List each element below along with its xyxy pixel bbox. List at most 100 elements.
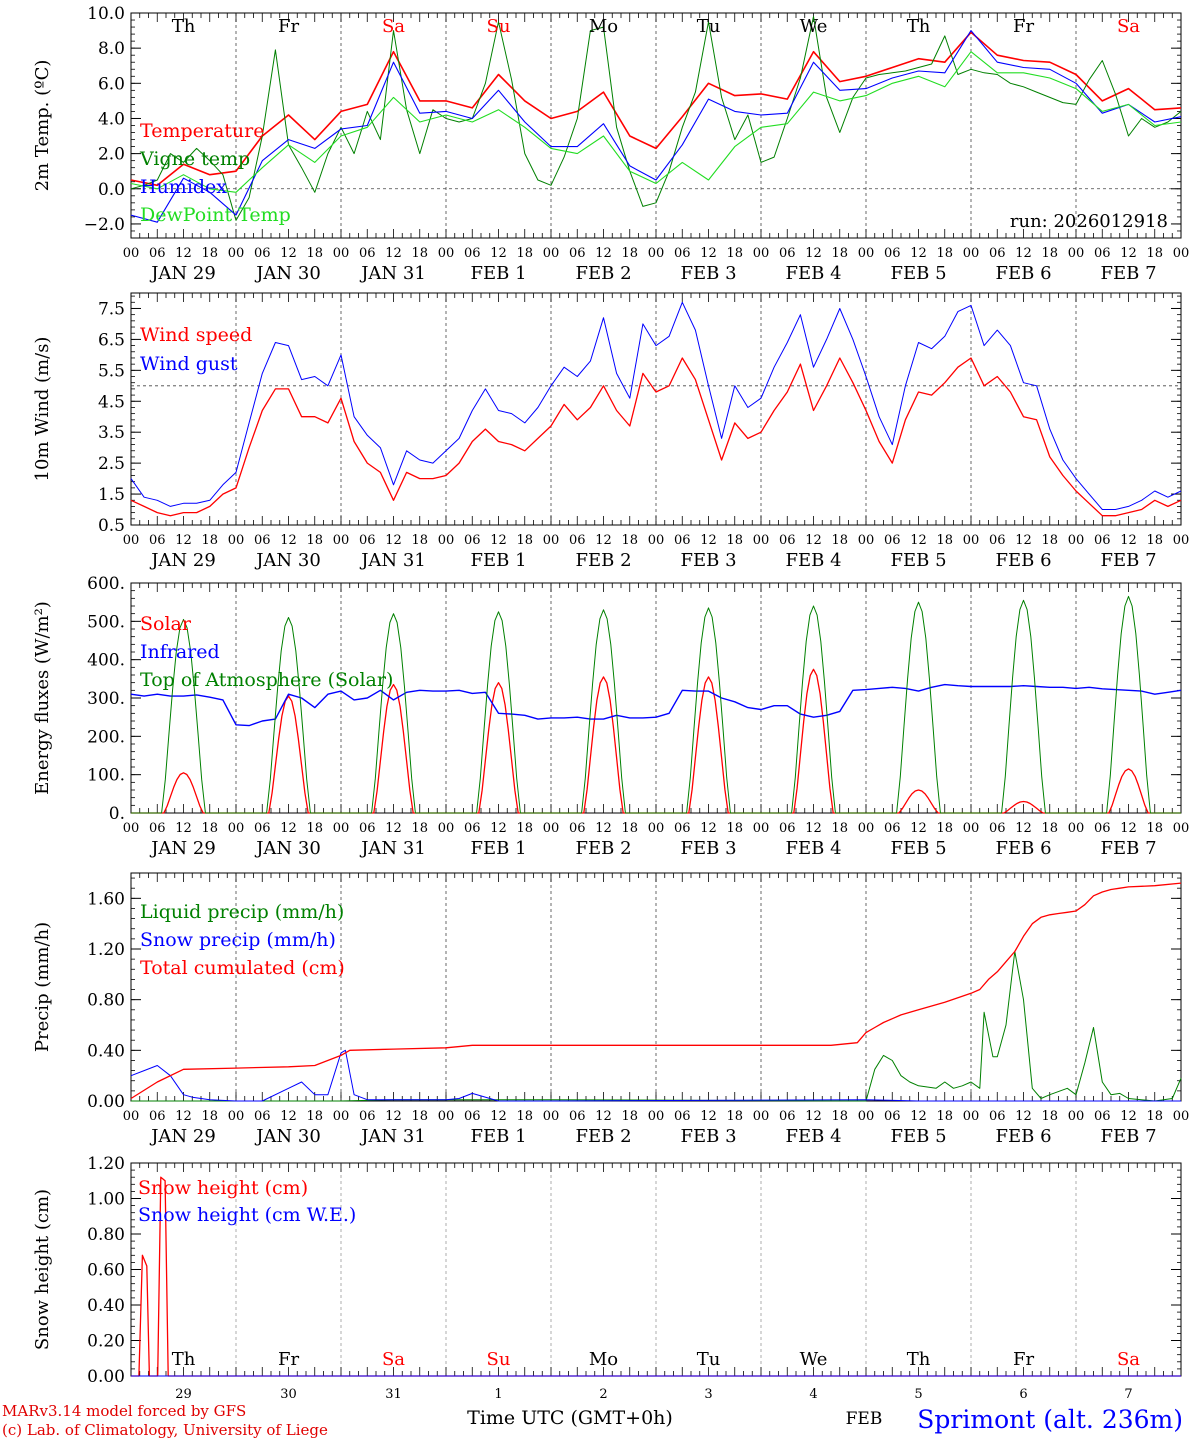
day-label: Th: [907, 16, 931, 37]
x-hour-label: 12: [280, 533, 297, 548]
x-hour-label: 12: [1120, 246, 1137, 261]
x-hour-label: 00: [228, 533, 245, 548]
x-date-label: FEB 7: [1100, 1126, 1156, 1147]
y-tick-label: 0.00: [87, 1367, 125, 1387]
x-date-label: FEB 3: [680, 550, 736, 571]
lab-credit: (c) Lab. of Climatology, University of L…: [2, 1421, 328, 1439]
x-hour-label: 18: [516, 821, 533, 836]
series-line-vigne-temp: [130, 16, 1182, 221]
series-line-total-cumulated-cm: [130, 882, 1182, 1100]
x-date-label: FEB 3: [680, 263, 736, 284]
y-tick-label: 0.40: [87, 1296, 125, 1316]
x-hour-label: 06: [884, 821, 901, 836]
day-label: Sa: [1117, 16, 1140, 37]
x-hour-label: 06: [359, 821, 376, 836]
x-hour-label: 00: [1068, 533, 1085, 548]
x-hour-label: 00: [438, 1109, 455, 1124]
x-hour-label: 12: [280, 821, 297, 836]
y-tick-label: 0.5: [98, 516, 125, 536]
x-hour-label: 12: [175, 533, 192, 548]
x-hour-label: 06: [1094, 246, 1111, 261]
x-hour-label: 00: [753, 821, 770, 836]
x-hour-label: 12: [490, 533, 507, 548]
x-hour-label: 06: [359, 533, 376, 548]
x-hour-label: 06: [884, 246, 901, 261]
x-hour-label: 06: [779, 1109, 796, 1124]
legend-entry: Humidex: [140, 176, 227, 198]
x-hour-label: 18: [516, 1109, 533, 1124]
x-hour-label: 12: [1015, 1109, 1032, 1124]
x-hour-label: 18: [201, 533, 218, 548]
legend-entry: Total cumulated (cm): [140, 957, 345, 979]
x-hour-label: 12: [1120, 1109, 1137, 1124]
day-label: Th: [907, 1349, 931, 1370]
x-hour-label: 00: [333, 1109, 350, 1124]
series-line-temperature: [130, 31, 1182, 187]
y-axis-title: 2m Temp. (ºC): [32, 60, 53, 192]
x-hour-label: 06: [464, 533, 481, 548]
x-hour-label: 00: [438, 246, 455, 261]
day-number-label: 31: [385, 1387, 402, 1402]
x-hour-label: 12: [385, 821, 402, 836]
series-line-humidex: [130, 30, 1182, 223]
y-tick-label: 0.80: [87, 991, 125, 1011]
day-number-label: 6: [1019, 1387, 1027, 1402]
x-hour-label: 12: [175, 1109, 192, 1124]
panel-2: [130, 292, 1182, 526]
x-hour-label: 18: [726, 246, 743, 261]
x-hour-label: 18: [306, 1109, 323, 1124]
x-hour-label: 00: [333, 821, 350, 836]
x-hour-label: 00: [1173, 1109, 1190, 1124]
x-hour-label: 00: [438, 533, 455, 548]
x-hour-label: 00: [543, 246, 560, 261]
x-date-label: JAN 29: [149, 838, 216, 859]
panel-3: [130, 582, 1182, 814]
y-tick-label: 0.20: [87, 1332, 125, 1352]
x-date-label: FEB 2: [575, 550, 631, 571]
y-tick-label: 1.20: [87, 940, 125, 960]
x-hour-label: 06: [674, 246, 691, 261]
panel-1: [130, 12, 1182, 239]
day-label: We: [800, 16, 828, 37]
x-hour-label: 00: [753, 246, 770, 261]
x-hour-label: 12: [910, 533, 927, 548]
legend-entry: DewPoint Temp: [140, 204, 291, 226]
x-date-label: FEB 3: [680, 1126, 736, 1147]
x-hour-label: 18: [516, 246, 533, 261]
day-label: Fr: [278, 16, 299, 37]
x-hour-label: 00: [648, 533, 665, 548]
x-hour-label: 00: [123, 821, 140, 836]
x-date-label: JAN 29: [149, 1126, 216, 1147]
x-date-label: FEB 2: [575, 1126, 631, 1147]
x-date-label: FEB 6: [995, 550, 1051, 571]
x-hour-label: 00: [963, 1109, 980, 1124]
x-hour-label: 18: [831, 1109, 848, 1124]
x-hour-label: 18: [411, 246, 428, 261]
day-number-label: 4: [809, 1387, 817, 1402]
y-tick-label: 3.5: [98, 423, 125, 443]
x-hour-label: 12: [385, 533, 402, 548]
day-number-label: 1: [494, 1387, 502, 1402]
x-hour-label: 00: [228, 1109, 245, 1124]
y-tick-label: 4.0: [98, 109, 125, 129]
y-tick-label: 6.0: [98, 74, 125, 94]
x-hour-label: 12: [490, 821, 507, 836]
day-label: Tu: [697, 1349, 721, 1370]
x-hour-label: 12: [490, 246, 507, 261]
y-tick-label: 1.5: [98, 485, 125, 505]
run-label: run: 2026012918: [1010, 211, 1168, 232]
x-hour-label: 06: [989, 246, 1006, 261]
x-hour-label: 12: [910, 1109, 927, 1124]
y-tick-label: −2.0: [84, 215, 125, 235]
x-date-label: JAN 31: [359, 550, 426, 571]
day-label: Su: [487, 16, 511, 37]
day-label: Fr: [1013, 1349, 1034, 1370]
x-hour-label: 18: [936, 533, 953, 548]
x-hour-label: 18: [831, 533, 848, 548]
x-hour-label: 00: [963, 533, 980, 548]
x-date-label: FEB 5: [890, 1126, 946, 1147]
day-label: Th: [172, 1349, 196, 1370]
x-hour-label: 12: [280, 1109, 297, 1124]
x-hour-label: 18: [1146, 821, 1163, 836]
x-hour-label: 06: [779, 533, 796, 548]
